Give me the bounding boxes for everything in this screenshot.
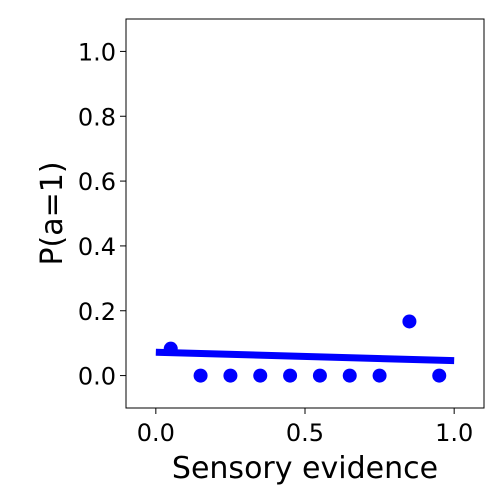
data-point: [372, 368, 387, 383]
y-tick-label: 0.8: [78, 103, 116, 131]
data-point: [253, 368, 268, 383]
fit-line: [155, 348, 455, 365]
data-point: [342, 368, 357, 383]
data-point: [312, 368, 327, 383]
y-axis-label: P(a=1): [35, 161, 70, 265]
x-tick-label: 0.5: [286, 419, 324, 447]
fit-line-layer: [155, 348, 455, 365]
y-tick-label: 0.4: [78, 233, 116, 261]
x-axis-label: Sensory evidence: [172, 451, 438, 486]
data-point: [223, 368, 238, 383]
data-points-layer: [163, 314, 447, 383]
data-point: [402, 314, 417, 329]
y-tick-label: 0.2: [78, 298, 116, 326]
x-tick-label: 1.0: [435, 419, 473, 447]
data-point: [163, 341, 178, 356]
data-point: [432, 368, 447, 383]
data-point: [283, 368, 298, 383]
data-point: [193, 368, 208, 383]
y-tick-label: 0.6: [78, 168, 116, 196]
ticks-layer: 0.0 0.5 1.0 0.0 0.2 0.4 0.6 0.8 1.0: [78, 38, 473, 447]
y-tick-label: 1.0: [78, 38, 116, 66]
x-tick-label: 0.0: [137, 419, 175, 447]
y-tick-label: 0.0: [78, 363, 116, 391]
